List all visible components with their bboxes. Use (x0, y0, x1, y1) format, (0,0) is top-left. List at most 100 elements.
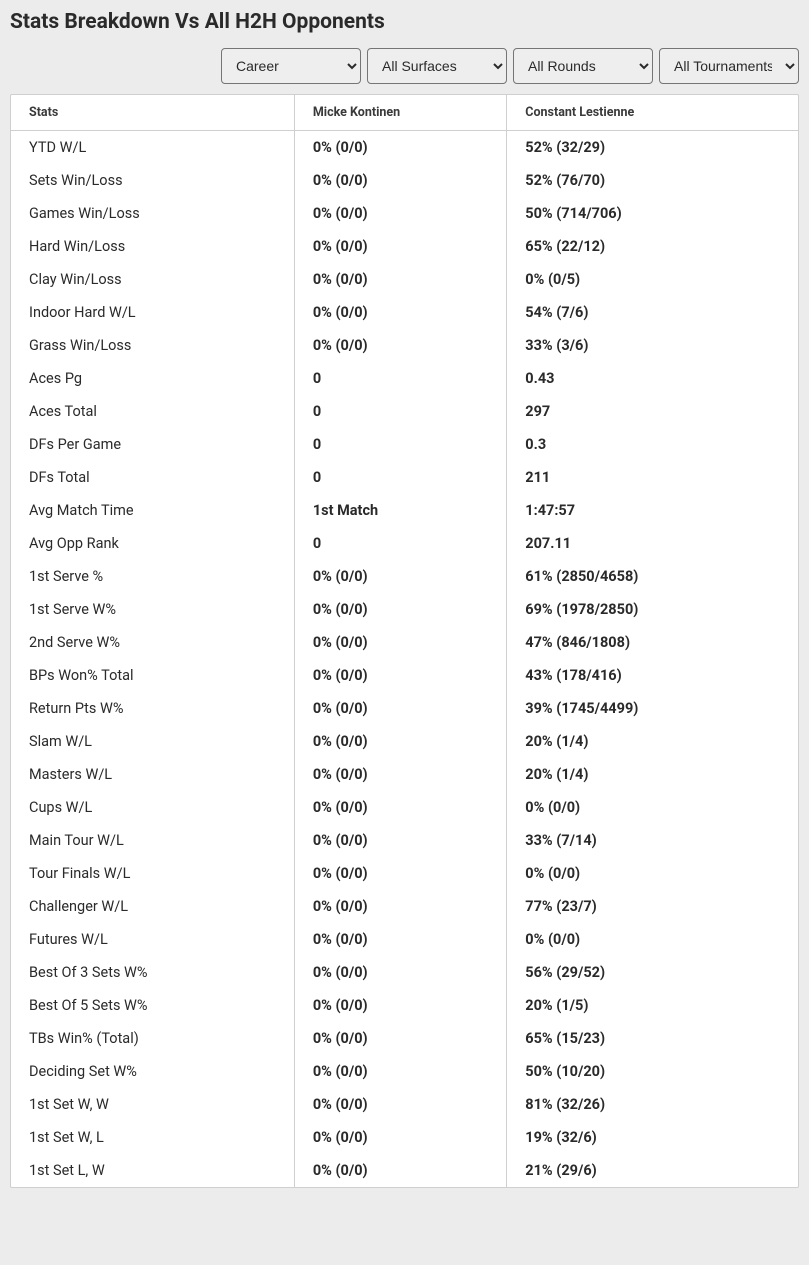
stat-value: 69% (1978/2850) (507, 593, 798, 626)
table-row: YTD W/L0% (0/0)52% (32/29) (11, 131, 798, 165)
tournaments-select[interactable]: All Tournaments (659, 48, 799, 84)
stat-value: 33% (7/14) (507, 824, 798, 857)
table-row: Masters W/L0% (0/0)20% (1/4) (11, 758, 798, 791)
stat-value: 0% (0/0) (294, 956, 506, 989)
table-row: DFs Total0211 (11, 461, 798, 494)
stat-label: 1st Set W, L (11, 1121, 294, 1154)
stat-value: 0% (0/0) (294, 989, 506, 1022)
stat-label: Indoor Hard W/L (11, 296, 294, 329)
career-select[interactable]: Career (221, 48, 361, 84)
table-row: Indoor Hard W/L0% (0/0)54% (7/6) (11, 296, 798, 329)
stat-value: 33% (3/6) (507, 329, 798, 362)
col-stats: Stats (11, 95, 294, 131)
stat-label: Avg Match Time (11, 494, 294, 527)
table-row: Games Win/Loss0% (0/0)50% (714/706) (11, 197, 798, 230)
stat-value: 0% (0/0) (294, 1154, 506, 1187)
stats-table-wrapper: Stats Micke Kontinen Constant Lestienne … (10, 94, 799, 1188)
stat-label: Clay Win/Loss (11, 263, 294, 296)
table-row: Best Of 5 Sets W%0% (0/0)20% (1/5) (11, 989, 798, 1022)
stat-value: 39% (1745/4499) (507, 692, 798, 725)
stat-value: 0% (0/0) (294, 329, 506, 362)
stat-label: Cups W/L (11, 791, 294, 824)
surfaces-select[interactable]: All Surfaces (367, 48, 507, 84)
stat-label: DFs Per Game (11, 428, 294, 461)
stat-value: 0% (0/0) (294, 626, 506, 659)
stat-value: 52% (76/70) (507, 164, 798, 197)
table-row: 1st Set W, W0% (0/0)81% (32/26) (11, 1088, 798, 1121)
stat-value: 19% (32/6) (507, 1121, 798, 1154)
stat-label: Futures W/L (11, 923, 294, 956)
stat-label: Masters W/L (11, 758, 294, 791)
stat-value: 77% (23/7) (507, 890, 798, 923)
col-player1: Micke Kontinen (294, 95, 506, 131)
stat-value: 211 (507, 461, 798, 494)
stat-value: 61% (2850/4658) (507, 560, 798, 593)
table-row: Avg Opp Rank0207.11 (11, 527, 798, 560)
stat-value: 0% (0/0) (294, 659, 506, 692)
table-row: Slam W/L0% (0/0)20% (1/4) (11, 725, 798, 758)
stat-value: 0% (0/0) (507, 791, 798, 824)
stat-label: YTD W/L (11, 131, 294, 165)
page-title: Stats Breakdown Vs All H2H Opponents (10, 10, 799, 34)
table-row: Avg Match Time1st Match1:47:57 (11, 494, 798, 527)
stat-label: Deciding Set W% (11, 1055, 294, 1088)
stat-value: 0 (294, 395, 506, 428)
stat-label: Avg Opp Rank (11, 527, 294, 560)
stat-label: Aces Total (11, 395, 294, 428)
stat-value: 0.3 (507, 428, 798, 461)
stat-label: 1st Serve W% (11, 593, 294, 626)
stat-value: 65% (15/23) (507, 1022, 798, 1055)
stat-label: Hard Win/Loss (11, 230, 294, 263)
stat-label: Sets Win/Loss (11, 164, 294, 197)
stat-value: 0% (0/0) (294, 692, 506, 725)
stat-value: 0% (0/0) (507, 857, 798, 890)
stat-value: 297 (507, 395, 798, 428)
stat-label: Grass Win/Loss (11, 329, 294, 362)
table-header-row: Stats Micke Kontinen Constant Lestienne (11, 95, 798, 131)
stat-value: 0% (0/0) (294, 824, 506, 857)
table-row: Cups W/L0% (0/0)0% (0/0) (11, 791, 798, 824)
stat-label: 2nd Serve W% (11, 626, 294, 659)
stat-label: Games Win/Loss (11, 197, 294, 230)
stats-table: Stats Micke Kontinen Constant Lestienne … (11, 95, 798, 1187)
stat-value: 0% (0/0) (294, 923, 506, 956)
stat-label: 1st Serve % (11, 560, 294, 593)
stat-value: 20% (1/4) (507, 725, 798, 758)
stat-value: 50% (10/20) (507, 1055, 798, 1088)
stat-value: 0% (0/0) (294, 1055, 506, 1088)
stat-value: 207.11 (507, 527, 798, 560)
stat-label: BPs Won% Total (11, 659, 294, 692)
table-row: Futures W/L0% (0/0)0% (0/0) (11, 923, 798, 956)
stat-value: 0% (0/0) (294, 230, 506, 263)
stats-container: Stats Breakdown Vs All H2H Opponents Car… (0, 0, 809, 1198)
stat-value: 0% (0/0) (294, 1121, 506, 1154)
table-row: Aces Total0297 (11, 395, 798, 428)
stat-value: 0% (0/0) (294, 560, 506, 593)
stat-label: DFs Total (11, 461, 294, 494)
table-row: Sets Win/Loss0% (0/0)52% (76/70) (11, 164, 798, 197)
stat-value: 0% (0/0) (294, 758, 506, 791)
stat-value: 0% (0/0) (294, 857, 506, 890)
table-row: 1st Serve %0% (0/0)61% (2850/4658) (11, 560, 798, 593)
stats-table-body: YTD W/L0% (0/0)52% (32/29)Sets Win/Loss0… (11, 131, 798, 1188)
table-row: Clay Win/Loss0% (0/0)0% (0/5) (11, 263, 798, 296)
stat-value: 20% (1/4) (507, 758, 798, 791)
table-row: 2nd Serve W%0% (0/0)47% (846/1808) (11, 626, 798, 659)
stat-value: 0 (294, 362, 506, 395)
stat-value: 0% (0/0) (294, 890, 506, 923)
stat-value: 0% (0/0) (507, 923, 798, 956)
stat-value: 54% (7/6) (507, 296, 798, 329)
table-row: Main Tour W/L0% (0/0)33% (7/14) (11, 824, 798, 857)
stat-label: Challenger W/L (11, 890, 294, 923)
stat-value: 20% (1/5) (507, 989, 798, 1022)
stat-label: 1st Set W, W (11, 1088, 294, 1121)
table-row: Challenger W/L0% (0/0)77% (23/7) (11, 890, 798, 923)
table-row: 1st Serve W%0% (0/0)69% (1978/2850) (11, 593, 798, 626)
stat-label: Best Of 5 Sets W% (11, 989, 294, 1022)
filters-bar: Career All Surfaces All Rounds All Tourn… (10, 48, 799, 84)
stat-value: 0% (0/5) (507, 263, 798, 296)
stat-value: 0% (0/0) (294, 164, 506, 197)
stat-value: 0% (0/0) (294, 725, 506, 758)
col-player2: Constant Lestienne (507, 95, 798, 131)
rounds-select[interactable]: All Rounds (513, 48, 653, 84)
